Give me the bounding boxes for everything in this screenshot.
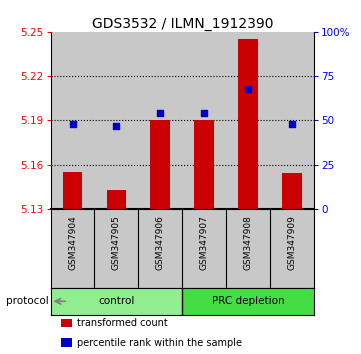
Point bbox=[70, 121, 75, 127]
Text: PRC depletion: PRC depletion bbox=[212, 296, 284, 306]
Text: GSM347908: GSM347908 bbox=[244, 215, 253, 270]
Point bbox=[289, 121, 295, 127]
Bar bbox=[51, 287, 182, 315]
Point bbox=[245, 86, 251, 91]
Bar bbox=[151, 120, 170, 209]
Point bbox=[201, 110, 207, 116]
Bar bbox=[194, 120, 214, 209]
Bar bbox=[61, 319, 71, 327]
Bar bbox=[51, 32, 95, 209]
Bar bbox=[62, 172, 82, 209]
Text: GSM347906: GSM347906 bbox=[156, 215, 165, 270]
Text: GSM347909: GSM347909 bbox=[288, 215, 297, 270]
Point bbox=[157, 110, 163, 116]
Bar bbox=[182, 32, 226, 209]
Text: protocol: protocol bbox=[5, 296, 48, 306]
Bar bbox=[282, 173, 302, 209]
Bar bbox=[138, 32, 182, 209]
Bar bbox=[106, 190, 126, 209]
Text: GSM347905: GSM347905 bbox=[112, 215, 121, 270]
Bar bbox=[226, 32, 270, 209]
Bar bbox=[270, 32, 314, 209]
Text: GSM347904: GSM347904 bbox=[68, 215, 77, 270]
Text: control: control bbox=[98, 296, 135, 306]
Title: GDS3532 / ILMN_1912390: GDS3532 / ILMN_1912390 bbox=[92, 17, 273, 31]
Text: percentile rank within the sample: percentile rank within the sample bbox=[77, 338, 242, 348]
Bar bbox=[61, 338, 71, 347]
Bar bbox=[238, 39, 258, 209]
Text: transformed count: transformed count bbox=[77, 318, 168, 328]
Bar bbox=[182, 287, 314, 315]
Bar bbox=[95, 32, 138, 209]
Text: GSM347907: GSM347907 bbox=[200, 215, 209, 270]
Point bbox=[113, 123, 119, 129]
